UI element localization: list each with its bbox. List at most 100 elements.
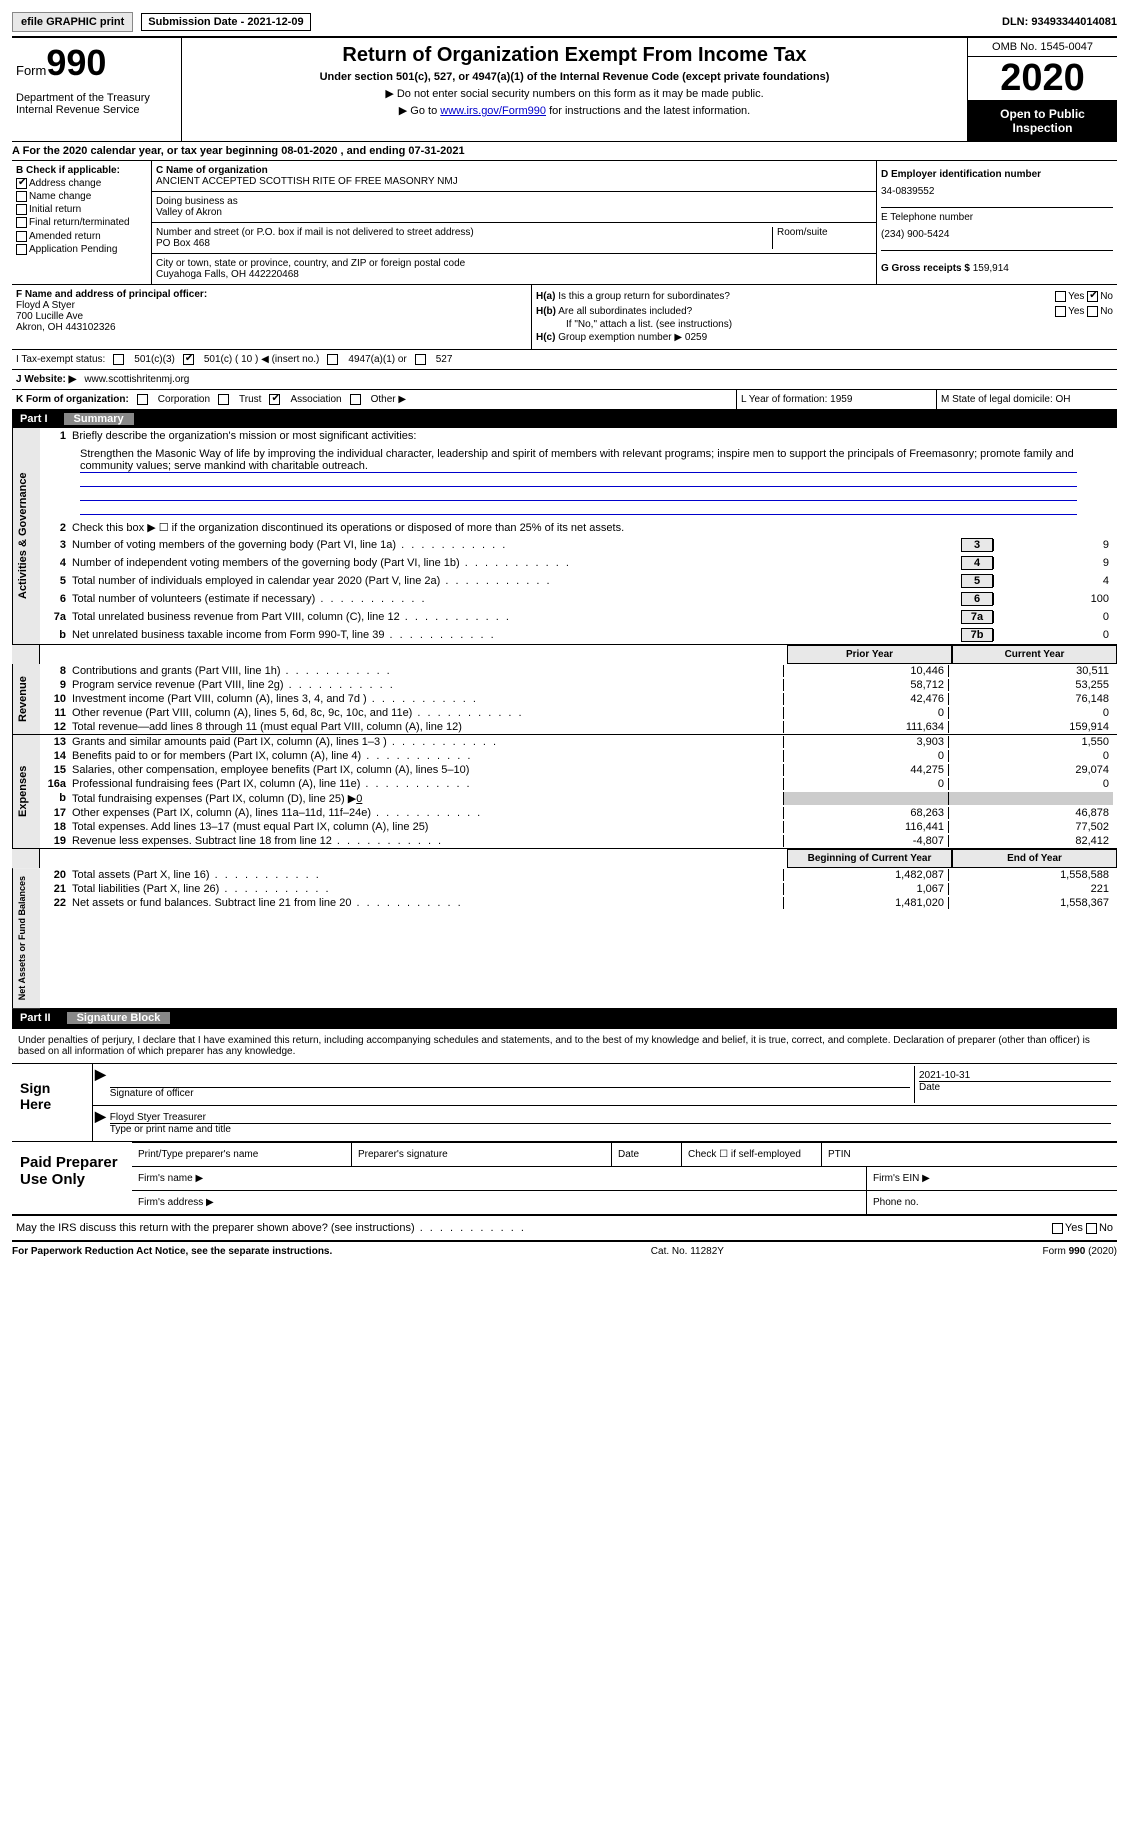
cb-discuss-yes[interactable] bbox=[1052, 1223, 1063, 1234]
line8-prior: 10,446 bbox=[783, 665, 948, 677]
cb-501c[interactable] bbox=[183, 354, 194, 365]
addr-value: PO Box 468 bbox=[156, 238, 772, 249]
line14-label: Benefits paid to or for members (Part IX… bbox=[72, 750, 783, 762]
cb-name-change[interactable] bbox=[16, 191, 27, 202]
prep-date-label: Date bbox=[612, 1143, 682, 1166]
line5-label: Total number of individuals employed in … bbox=[72, 575, 961, 587]
cb-4947[interactable] bbox=[327, 354, 338, 365]
submission-date: Submission Date - 2021-12-09 bbox=[141, 13, 310, 31]
gross-label: G Gross receipts $ bbox=[881, 263, 970, 274]
cb-trust[interactable] bbox=[218, 394, 229, 405]
year-formation: L Year of formation: 1959 bbox=[737, 390, 937, 409]
cb-527[interactable] bbox=[415, 354, 426, 365]
discuss-label: May the IRS discuss this return with the… bbox=[16, 1222, 1052, 1234]
org-name: ANCIENT ACCEPTED SCOTTISH RITE OF FREE M… bbox=[156, 176, 872, 187]
cb-address-change[interactable] bbox=[16, 178, 27, 189]
sig-date-val: 2021-10-31 bbox=[919, 1070, 1111, 1082]
line22-eoy: 1,558,367 bbox=[948, 897, 1113, 909]
page-footer: For Paperwork Reduction Act Notice, see … bbox=[12, 1242, 1117, 1261]
cb-assoc[interactable] bbox=[269, 394, 280, 405]
line10-label: Investment income (Part VIII, column (A)… bbox=[72, 693, 783, 705]
addr-label: Number and street (or P.O. box if mail i… bbox=[156, 227, 772, 238]
cb-initial-return[interactable] bbox=[16, 204, 27, 215]
line20-label: Total assets (Part X, line 16) bbox=[72, 869, 783, 881]
line11-curr: 0 bbox=[948, 707, 1113, 719]
row-j: J Website: ▶ www.scottishritenmj.org bbox=[12, 370, 1117, 390]
cb-pending[interactable] bbox=[16, 244, 27, 255]
cb-final-return[interactable] bbox=[16, 217, 27, 228]
line9-prior: 58,712 bbox=[783, 679, 948, 691]
box-f: F Name and address of principal officer:… bbox=[12, 285, 532, 349]
irs-link[interactable]: www.irs.gov/Form990 bbox=[440, 105, 546, 117]
side-governance: Activities & Governance bbox=[12, 428, 40, 644]
form-org-label: K Form of organization: bbox=[16, 394, 129, 405]
line6-label: Total number of volunteers (estimate if … bbox=[72, 593, 961, 605]
line8-curr: 30,511 bbox=[948, 665, 1113, 677]
line19-label: Revenue less expenses. Subtract line 18 … bbox=[72, 835, 783, 847]
title-box: Return of Organization Exempt From Incom… bbox=[182, 38, 967, 141]
ein-value: 34-0839552 bbox=[881, 180, 1113, 203]
hb-label: Are all subordinates included? bbox=[558, 306, 692, 317]
line16b-label: Total fundraising expenses (Part IX, col… bbox=[72, 793, 356, 805]
part1-title: Summary bbox=[64, 413, 134, 425]
cb-discuss-no[interactable] bbox=[1086, 1223, 1097, 1234]
sign-here-block: Sign Here ▶ Signature of officer 2021-10… bbox=[12, 1063, 1117, 1142]
hc-label: Group exemption number ▶ bbox=[558, 332, 682, 343]
line14-curr: 0 bbox=[948, 750, 1113, 762]
line11-label: Other revenue (Part VIII, column (A), li… bbox=[72, 707, 783, 719]
state-domicile: M State of legal domicile: OH bbox=[937, 390, 1117, 409]
line14-prior: 0 bbox=[783, 750, 948, 762]
side-netassets: Net Assets or Fund Balances bbox=[12, 868, 40, 1008]
cb-hb-yes[interactable] bbox=[1055, 306, 1066, 317]
website-value: www.scottishritenmj.org bbox=[84, 374, 189, 385]
part2-num: Part II bbox=[20, 1012, 51, 1024]
sig-officer-label: Signature of officer bbox=[110, 1088, 910, 1099]
cb-ha-no[interactable] bbox=[1087, 291, 1098, 302]
prep-se-label: Check ☐ if self-employed bbox=[682, 1143, 822, 1166]
line13-prior: 3,903 bbox=[783, 736, 948, 748]
row-k: K Form of organization: Corporation Trus… bbox=[12, 390, 737, 409]
line3-label: Number of voting members of the governin… bbox=[72, 539, 961, 551]
cat-no: Cat. No. 11282Y bbox=[651, 1246, 724, 1257]
room-label: Room/suite bbox=[772, 227, 872, 249]
side-expenses: Expenses bbox=[12, 735, 40, 848]
cb-501c3[interactable] bbox=[113, 354, 124, 365]
line6-val: 100 bbox=[993, 593, 1113, 605]
prep-ptin-label: PTIN bbox=[822, 1143, 1117, 1166]
arrow-icon: ▶ bbox=[95, 1066, 106, 1103]
officer-addr2: Akron, OH 443102326 bbox=[16, 322, 527, 333]
tax-period: A For the 2020 calendar year, or tax yea… bbox=[12, 142, 1117, 161]
cb-amended[interactable] bbox=[16, 231, 27, 242]
sig-intro: Under penalties of perjury, I declare th… bbox=[12, 1027, 1117, 1063]
line18-label: Total expenses. Add lines 13–17 (must eq… bbox=[72, 821, 783, 833]
line18-prior: 116,441 bbox=[783, 821, 948, 833]
gross-value: 159,914 bbox=[973, 263, 1009, 274]
cb-other[interactable] bbox=[350, 394, 361, 405]
line3-val: 9 bbox=[993, 539, 1113, 551]
cb-hb-no[interactable] bbox=[1087, 306, 1098, 317]
hb-note: If "No," attach a list. (see instruction… bbox=[536, 319, 1113, 330]
line7b-label: Net unrelated business taxable income fr… bbox=[72, 629, 961, 641]
cb-ha-yes[interactable] bbox=[1055, 291, 1066, 302]
line1-label: Briefly describe the organization's miss… bbox=[72, 430, 1113, 442]
line19-curr: 82,412 bbox=[948, 835, 1113, 847]
cb-corp[interactable] bbox=[137, 394, 148, 405]
note-ssn: ▶ Do not enter social security numbers o… bbox=[188, 87, 961, 100]
box-b-label: B Check if applicable: bbox=[16, 165, 147, 176]
part2-title: Signature Block bbox=[67, 1012, 171, 1024]
firm-addr-label: Firm's address ▶ bbox=[132, 1191, 867, 1214]
line21-label: Total liabilities (Part X, line 26) bbox=[72, 883, 783, 895]
right-box: OMB No. 1545-0047 2020 Open to Public In… bbox=[967, 38, 1117, 141]
sig-date-label: Date bbox=[919, 1082, 1111, 1093]
line16a-label: Professional fundraising fees (Part IX, … bbox=[72, 778, 783, 790]
dba-value: Valley of Akron bbox=[156, 207, 872, 218]
hc-value: 0259 bbox=[685, 332, 707, 343]
line16a-curr: 0 bbox=[948, 778, 1113, 790]
form-word: Form bbox=[16, 63, 46, 78]
line11-prior: 0 bbox=[783, 707, 948, 719]
col-eoy: End of Year bbox=[952, 849, 1117, 868]
firm-name-label: Firm's name ▶ bbox=[132, 1167, 867, 1190]
efile-button[interactable]: efile GRAPHIC print bbox=[12, 12, 133, 32]
part1-num: Part I bbox=[20, 413, 48, 425]
line22-label: Net assets or fund balances. Subtract li… bbox=[72, 897, 783, 909]
